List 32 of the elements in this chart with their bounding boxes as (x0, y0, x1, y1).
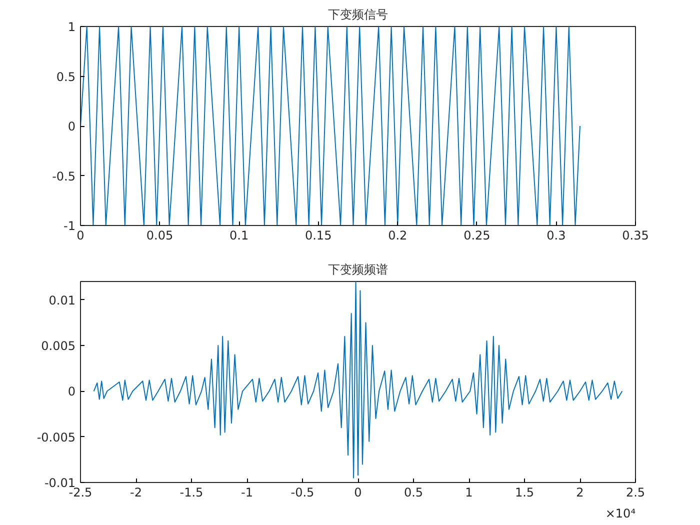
x-tick-label: 2.5 (626, 486, 646, 500)
y-tick-label: 0 (68, 120, 76, 134)
y-tick-label: -0.005 (36, 430, 76, 444)
x-tick-label: 0.2 (388, 228, 408, 242)
y-tick-label: -1 (64, 219, 76, 233)
x-tick-label: 0 (76, 228, 84, 242)
x-tick-label: 0 (354, 486, 362, 500)
x-tick-label: -0.5 (290, 486, 314, 500)
x-tick-label: -2 (130, 486, 142, 500)
y-tick-label: 0.01 (48, 293, 76, 308)
text: ×10⁴ (605, 506, 636, 520)
x-tick-label: 0.25 (464, 228, 490, 242)
x-tick-label: -1 (241, 486, 253, 500)
x-tick-label: 0.05 (146, 228, 174, 242)
x-tick-label: -2.5 (68, 486, 92, 500)
x-tick-label: 0.5 (404, 486, 424, 500)
chart-title: 下变频频谱 (328, 262, 388, 276)
y-tick-label: 0.005 (41, 338, 76, 353)
y-tick-label: 1 (68, 20, 76, 34)
x-tick-label: -1.5 (180, 486, 204, 500)
x-tick-label: 0.1 (230, 228, 249, 242)
y-tick-label: 0.5 (56, 70, 76, 84)
x-tick-label: 0.3 (546, 228, 566, 242)
line-series (93, 282, 623, 478)
x-tick-label: 1.5 (514, 486, 534, 500)
y-tick-label: 0 (68, 384, 76, 399)
x-tick-label: 0.35 (622, 228, 649, 242)
x-tick-label: 2 (576, 486, 584, 500)
x-tick-label: 1 (465, 486, 473, 500)
y-tick-label: -0.5 (52, 169, 76, 184)
chart-title: 下变频信号 (328, 8, 388, 22)
x-tick-label: 0.15 (305, 228, 332, 242)
